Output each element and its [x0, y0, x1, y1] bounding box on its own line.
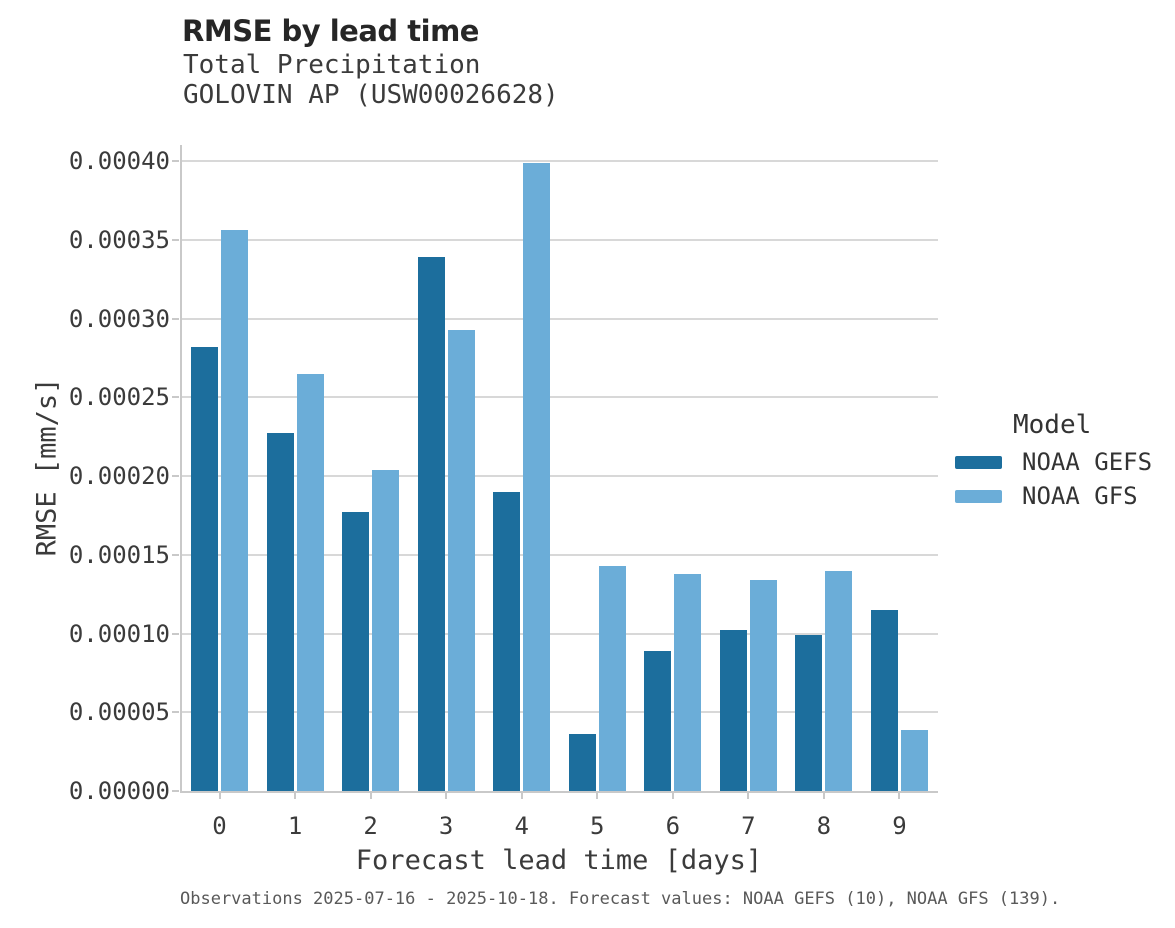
bar-noaa-gfs-lead-2 — [372, 469, 400, 791]
bar-noaa-gefs-lead-3 — [417, 257, 445, 791]
y-tick-label: 0.00005 — [68, 698, 170, 727]
y-tick-label: 0.00015 — [68, 540, 170, 569]
bar-noaa-gefs-lead-8 — [795, 635, 823, 791]
gridline — [182, 160, 938, 162]
y-tick-mark — [172, 238, 179, 241]
gridline — [182, 317, 938, 320]
chart-title: RMSE by lead time — [182, 14, 479, 48]
bar-noaa-gefs-lead-1 — [266, 433, 294, 791]
gridline — [182, 475, 938, 477]
bar-noaa-gefs-lead-2 — [342, 512, 370, 791]
legend-swatch-icon — [955, 489, 1002, 503]
x-tick-label: 7 — [741, 812, 756, 840]
caption: Observations 2025-07-16 - 2025-10-18. Fo… — [180, 889, 1061, 909]
legend-items: NOAA GEFS NOAA GFS — [955, 448, 1170, 510]
y-tick-mark — [172, 396, 179, 399]
y-tick-label: 0.00010 — [68, 619, 170, 648]
legend-title: Model — [1013, 410, 1092, 440]
x-tick-label: 6 — [665, 812, 681, 840]
bar-noaa-gfs-lead-9 — [900, 729, 928, 791]
bar-noaa-gfs-lead-3 — [447, 329, 475, 791]
legend-label: NOAA GFS — [1022, 482, 1138, 510]
x-axis-title: Forecast lead time [days] — [355, 845, 763, 876]
legend-swatch-icon — [955, 455, 1002, 469]
bar-noaa-gfs-lead-5 — [598, 565, 626, 791]
legend: Model NOAA GEFS NOAA GFS — [955, 410, 1170, 518]
y-tick-mark — [172, 317, 179, 320]
y-tick-mark — [172, 632, 179, 635]
x-tick-mark — [369, 793, 372, 799]
bar-noaa-gfs-lead-1 — [296, 373, 324, 791]
y-tick-label: 0.00030 — [68, 304, 170, 333]
bar-noaa-gefs-lead-0 — [191, 346, 218, 791]
bar-noaa-gfs-lead-4 — [523, 162, 551, 791]
y-tick-mark — [172, 475, 179, 477]
gridline — [182, 553, 938, 556]
legend-item-noaa-gefs: NOAA GEFS — [955, 448, 1170, 476]
x-tick-mark — [218, 793, 221, 799]
x-tick-label: 8 — [816, 812, 832, 840]
bar-noaa-gefs-lead-7 — [719, 630, 747, 791]
chart-subtitle-station: GOLOVIN AP (USW00026628) — [183, 80, 559, 110]
y-tick-mark — [172, 711, 179, 714]
gridline — [182, 238, 938, 241]
bar-noaa-gefs-lead-5 — [568, 734, 596, 791]
bar-noaa-gefs-lead-4 — [493, 491, 521, 791]
x-tick-mark — [294, 793, 297, 799]
x-tick-label: 5 — [590, 812, 605, 840]
y-tick-label: 0.00025 — [68, 383, 170, 412]
gridline — [182, 632, 938, 635]
x-tick-label: 0 — [212, 812, 227, 840]
x-tick-label: 4 — [514, 812, 529, 840]
x-tick-mark — [671, 793, 674, 799]
x-tick-label: 3 — [438, 812, 454, 840]
x-tick-mark — [596, 793, 599, 799]
y-tick-mark — [172, 553, 179, 556]
y-tick-label: 0.00020 — [68, 462, 170, 490]
y-tick-label: 0.00000 — [68, 777, 170, 805]
x-tick-mark — [445, 793, 448, 799]
y-tick-label: 0.00035 — [68, 225, 170, 254]
legend-item-noaa-gfs: NOAA GFS — [955, 482, 1170, 510]
legend-label: NOAA GEFS — [1022, 448, 1153, 476]
bar-noaa-gfs-lead-7 — [749, 579, 777, 791]
x-tick-label: 9 — [892, 812, 907, 840]
x-tick-mark — [520, 793, 523, 799]
bar-noaa-gfs-lead-0 — [221, 230, 248, 791]
x-tick-mark — [747, 793, 750, 799]
y-tick-mark — [172, 160, 179, 162]
x-tick-mark — [822, 793, 825, 799]
bar-noaa-gefs-lead-6 — [644, 650, 672, 791]
x-tick-mark — [898, 793, 901, 799]
y-tick-label: 0.00040 — [68, 147, 170, 175]
plot-area — [180, 145, 938, 793]
gridline — [182, 711, 938, 714]
bar-noaa-gefs-lead-9 — [870, 609, 898, 791]
gridline — [182, 396, 938, 399]
y-axis-title: RMSE [mm/s] — [31, 377, 63, 557]
y-tick-mark — [172, 790, 179, 792]
chart-subtitle-variable: Total Precipitation — [183, 50, 481, 80]
bar-noaa-gfs-lead-8 — [825, 570, 853, 791]
bar-noaa-gfs-lead-6 — [674, 573, 702, 791]
x-tick-label: 2 — [363, 812, 378, 840]
x-tick-label: 1 — [287, 812, 303, 840]
